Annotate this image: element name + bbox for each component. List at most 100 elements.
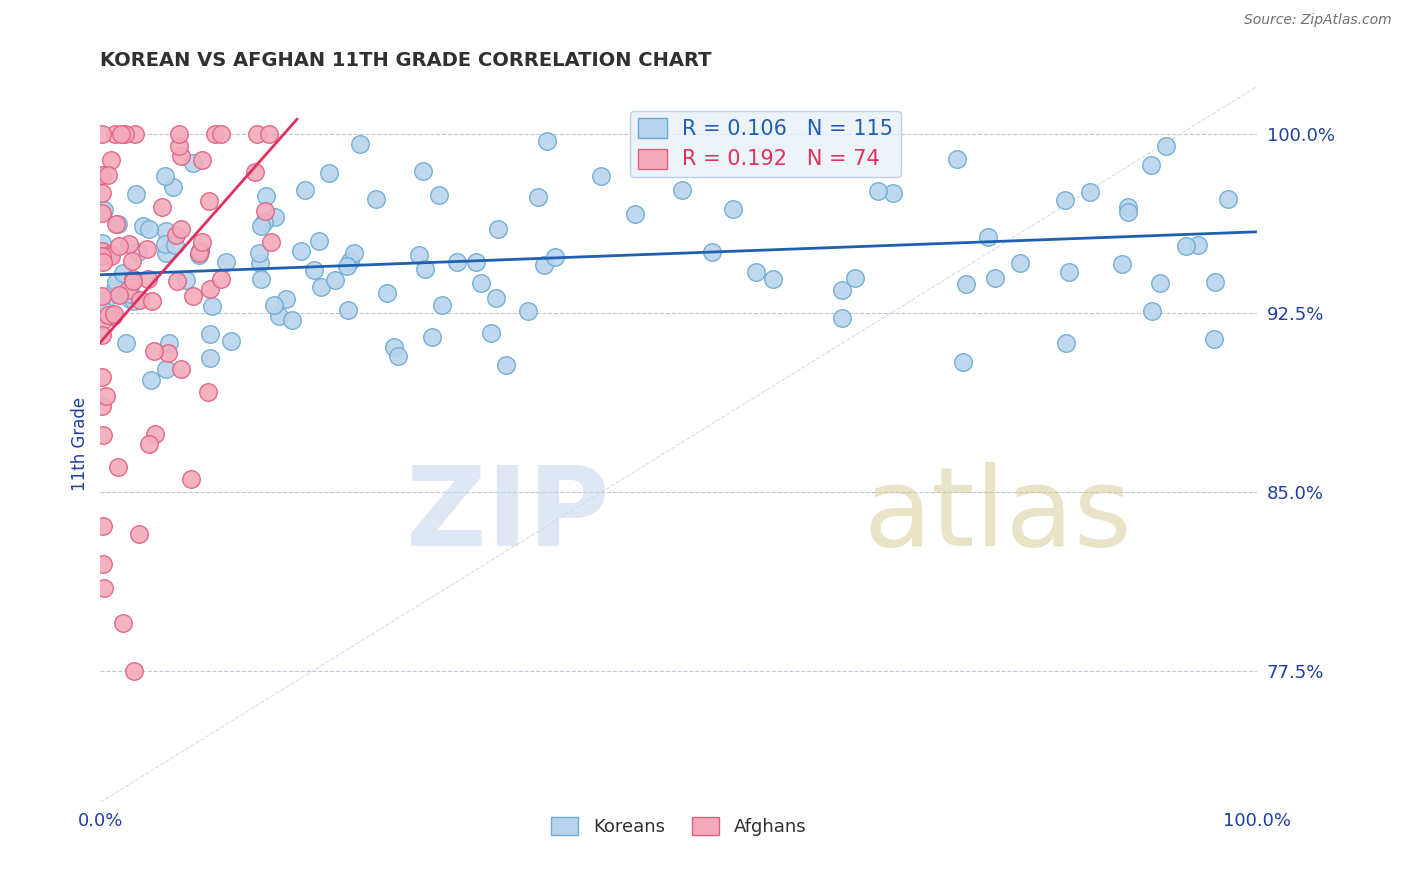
Point <box>170 361 193 376</box>
Point <box>91 302 114 317</box>
Point <box>150 200 173 214</box>
Point <box>984 271 1007 285</box>
Point <box>831 284 853 298</box>
Point <box>377 285 399 300</box>
Point <box>249 256 271 270</box>
Point <box>90 328 112 343</box>
Point <box>120 287 142 301</box>
Point <box>366 192 388 206</box>
Point <box>349 136 371 151</box>
Point <box>157 335 180 350</box>
Point <box>127 245 149 260</box>
Text: atlas: atlas <box>863 462 1132 569</box>
Point <box>432 298 454 312</box>
Point <box>198 194 221 209</box>
Point <box>308 235 330 249</box>
Point <box>427 188 450 202</box>
Point <box>157 346 180 360</box>
Point <box>115 335 138 350</box>
Point <box>138 437 160 451</box>
Point <box>188 244 211 258</box>
Point <box>343 245 366 260</box>
Point <box>263 297 285 311</box>
Point <box>259 127 281 141</box>
Point <box>211 272 233 286</box>
Point <box>114 127 136 141</box>
Point <box>91 518 114 533</box>
Point <box>104 282 127 296</box>
Point <box>198 326 221 341</box>
Point <box>91 427 114 442</box>
Point <box>464 255 486 269</box>
Point <box>254 188 277 202</box>
Point <box>1111 256 1133 270</box>
Point <box>517 304 540 318</box>
Point <box>165 227 187 242</box>
Point <box>200 351 222 365</box>
Point <box>1204 275 1226 289</box>
Point <box>112 266 135 280</box>
Point <box>955 277 977 291</box>
Point <box>124 127 146 141</box>
Point <box>274 293 297 307</box>
Point <box>155 246 177 260</box>
Point <box>387 349 409 363</box>
Point <box>166 274 188 288</box>
Point <box>132 219 155 233</box>
Point <box>1174 239 1197 253</box>
Point <box>90 168 112 182</box>
Point <box>1154 138 1177 153</box>
Point <box>104 275 127 289</box>
Text: ZIP: ZIP <box>406 462 609 569</box>
Text: Source: ZipAtlas.com: Source: ZipAtlas.com <box>1244 13 1392 28</box>
Point <box>1054 193 1077 207</box>
Point <box>90 127 112 141</box>
Point <box>141 294 163 309</box>
Point <box>589 169 612 183</box>
Point <box>91 206 114 220</box>
Point <box>215 255 238 269</box>
Point <box>138 221 160 235</box>
Point <box>163 238 186 252</box>
Point <box>174 273 197 287</box>
Point <box>108 239 131 253</box>
Point <box>138 272 160 286</box>
Point <box>209 127 232 141</box>
Point <box>181 156 204 170</box>
Point <box>495 358 517 372</box>
Point <box>420 329 443 343</box>
Point <box>170 149 193 163</box>
Point <box>129 293 152 308</box>
Legend: Koreans, Afghans: Koreans, Afghans <box>544 810 813 843</box>
Point <box>952 354 974 368</box>
Point <box>143 427 166 442</box>
Point <box>108 287 131 301</box>
Point <box>91 399 114 413</box>
Point <box>188 246 211 260</box>
Point <box>544 250 567 264</box>
Point <box>1078 186 1101 200</box>
Point <box>250 271 273 285</box>
Text: KOREAN VS AFGHAN 11TH GRADE CORRELATION CHART: KOREAN VS AFGHAN 11TH GRADE CORRELATION … <box>100 51 711 70</box>
Point <box>93 581 115 595</box>
Point <box>446 255 468 269</box>
Point <box>1202 332 1225 346</box>
Point <box>100 153 122 167</box>
Point <box>1218 193 1240 207</box>
Point <box>762 272 785 286</box>
Point <box>1010 256 1032 270</box>
Point <box>91 313 114 327</box>
Point <box>412 163 434 178</box>
Point <box>143 343 166 358</box>
Point <box>167 139 190 153</box>
Point <box>219 334 242 348</box>
Point <box>104 127 127 141</box>
Point <box>267 310 290 324</box>
Point <box>111 616 134 631</box>
Point <box>1140 158 1163 172</box>
Point <box>91 244 114 259</box>
Point <box>107 217 129 231</box>
Point <box>153 237 176 252</box>
Point <box>120 290 142 304</box>
Point <box>1057 265 1080 279</box>
